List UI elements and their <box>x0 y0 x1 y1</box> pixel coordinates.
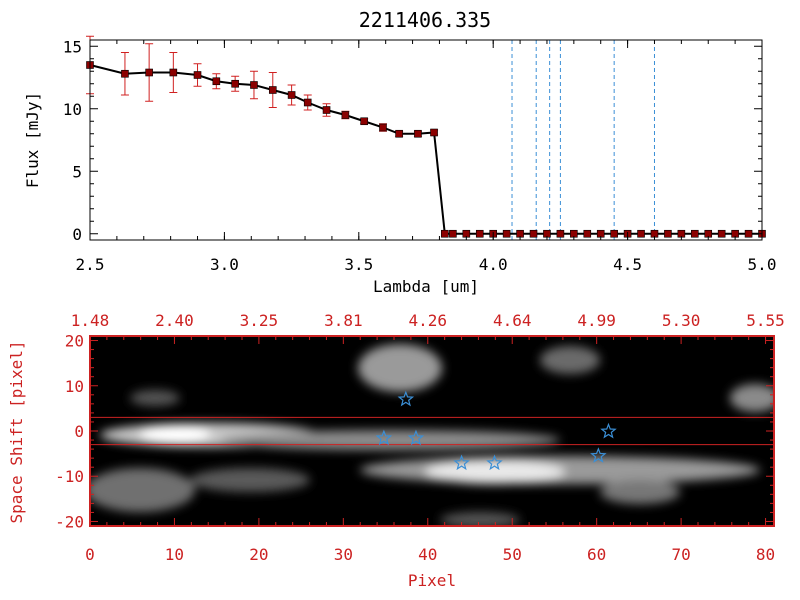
emission-blob-upper <box>358 344 442 392</box>
flux-point-4 <box>193 71 202 79</box>
spatial-top-tick-label-1: 2.40 <box>155 311 194 330</box>
spectrum-y-tick-label-1: 5 <box>72 162 82 181</box>
flux-point-39 <box>717 229 726 238</box>
flux-point-16 <box>414 129 422 138</box>
spatial-x-tick-label-8: 80 <box>756 545 775 564</box>
spectrum-x-tick-label-0: 2.5 <box>76 255 105 274</box>
spatial-x-tick-label-7: 70 <box>671 545 690 564</box>
spatial-x-axis-label: Pixel <box>408 571 456 590</box>
spatial-x-tick-label-2: 20 <box>249 545 268 564</box>
star-marker-0 <box>397 390 415 407</box>
flux-point-29 <box>583 229 592 238</box>
emission-blob-upper-right <box>540 346 600 374</box>
flux-point-7 <box>250 81 258 89</box>
star-marker-4 <box>486 454 503 471</box>
star-marker-1 <box>375 429 393 446</box>
flux-point-12 <box>341 111 350 119</box>
spectrum-y-axis-label: Flux [mJy] <box>23 92 42 188</box>
star-marker-5 <box>590 447 607 463</box>
spatial-y-tick-label-0: -20 <box>55 512 84 531</box>
flux-point-2 <box>145 68 153 77</box>
spatial-top-tick-label-3: 3.81 <box>324 311 363 330</box>
spatial-y-axis-label: Space Shift [pixel] <box>7 340 26 523</box>
flux-point-8 <box>268 86 277 94</box>
flux-point-17 <box>430 128 438 137</box>
emission-blob-core <box>140 425 210 443</box>
flux-point-33 <box>637 229 645 238</box>
flux-point-25 <box>529 229 538 238</box>
flux-point-15 <box>395 129 403 138</box>
spatial-image <box>90 344 774 526</box>
flux-point-9 <box>287 91 296 99</box>
emission-blob-bottom <box>440 512 520 526</box>
flux-point-23 <box>502 229 511 238</box>
emission-blob-lower-bright <box>425 460 565 484</box>
flux-point-19 <box>449 229 457 238</box>
spectrum-x-tick-label-2: 3.5 <box>344 255 373 274</box>
flux-point-35 <box>664 229 672 238</box>
emission-blob-small-left <box>130 390 180 406</box>
spatial-top-tick-label-2: 3.25 <box>240 311 279 330</box>
star-marker-3 <box>453 454 470 471</box>
spatial-x-tick-label-1: 10 <box>165 545 184 564</box>
spectrum-axes-frame <box>89 39 763 241</box>
emission-blob-left-low <box>90 468 195 512</box>
spatial-x-tick-label-0: 0 <box>85 545 95 564</box>
star-marker-2 <box>407 429 425 446</box>
spatial-x-tick-label-3: 30 <box>334 545 353 564</box>
spectrum-y-tick-label-3: 15 <box>63 37 82 56</box>
spatial-top-tick-label-8: 5.55 <box>746 311 785 330</box>
flux-point-10 <box>303 98 312 107</box>
flux-point-1 <box>121 69 129 78</box>
star-marker-6 <box>600 422 617 439</box>
spatial-top-tick-label-5: 4.64 <box>493 311 532 330</box>
flux-point-37 <box>690 229 699 238</box>
spectrum-x-tick-label-4: 4.5 <box>613 255 642 274</box>
spectrum-title: 2211406.335 <box>359 8 491 32</box>
flux-point-14 <box>379 123 387 132</box>
spectrum-y-tick-label-0: 0 <box>72 225 82 244</box>
flux-point-5 <box>212 77 221 86</box>
emission-blob-lower-right <box>600 480 680 504</box>
spatial-top-tick-label-0: 1.48 <box>71 311 110 330</box>
spatial-y-tick-label-2: 0 <box>74 422 84 441</box>
spatial-panel: 0 10 20 30 40 50 60 70 80 -20 -10 0 10 20 1.48 2.40 3.… <box>7 311 785 590</box>
spatial-y-tick-label-3: 10 <box>65 377 84 396</box>
flux-point-21 <box>475 229 484 238</box>
flux-point-27 <box>556 229 565 238</box>
flux-point-11 <box>322 106 331 114</box>
emission-blob-left-low2 <box>190 468 310 492</box>
flux-point-18 <box>441 229 449 238</box>
spatial-y-tick-label-1: -10 <box>55 467 84 486</box>
emission-blob-right-edge <box>730 384 774 412</box>
spectrum-panel: 2211406.335 2.5 3.0 3.5 4.0 4.5 5.0 0 5 10 15 La… <box>23 8 776 296</box>
spectrum-x-tick-label-3: 4.0 <box>479 255 508 274</box>
flux-point-3 <box>169 68 178 77</box>
flux-series-line <box>89 64 762 235</box>
spatial-x-tick-label-5: 50 <box>503 545 522 564</box>
emission-blob-mid <box>220 430 560 450</box>
spatial-top-tick-label-6: 4.99 <box>577 311 616 330</box>
spatial-x-tick-label-6: 60 <box>587 545 606 564</box>
spectrum-x-axis-label: Lambda [um] <box>373 277 479 296</box>
spectrum-x-tick-label-1: 3.0 <box>210 255 239 274</box>
spatial-y-tick-label-4: 20 <box>65 332 84 351</box>
flux-point-6 <box>231 79 239 88</box>
spectrum-x-tick-label-5: 5.0 <box>748 255 777 274</box>
flux-point-31 <box>610 229 618 238</box>
flux-point-41 <box>744 229 753 238</box>
spatial-top-tick-label-4: 4.26 <box>409 311 448 330</box>
spectrum-y-tick-label-2: 10 <box>63 100 82 119</box>
flux-point-13 <box>360 117 368 126</box>
spatial-top-tick-label-7: 5.30 <box>662 311 701 330</box>
spatial-x-tick-label-4: 40 <box>418 545 437 564</box>
